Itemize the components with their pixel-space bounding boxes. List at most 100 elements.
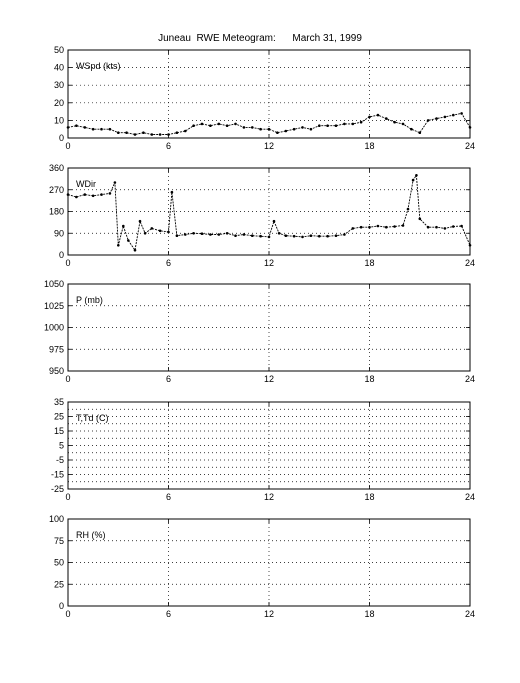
- data-point: [334, 124, 338, 127]
- y-tick-label: 5: [59, 441, 64, 451]
- data-point: [309, 127, 313, 131]
- data-point: [351, 227, 355, 230]
- x-tick-label: 0: [65, 258, 70, 268]
- data-point: [259, 234, 262, 238]
- data-point: [401, 224, 405, 227]
- data-point: [351, 122, 355, 126]
- data-point: [83, 193, 87, 196]
- y-tick-label: 360: [49, 163, 64, 173]
- data-point: [158, 133, 162, 136]
- x-tick-label: 6: [166, 141, 171, 151]
- data-point: [410, 127, 413, 131]
- data-point: [343, 122, 346, 126]
- axes-box: [67, 167, 471, 256]
- y-tick-label: -15: [51, 470, 64, 480]
- data-point: [125, 131, 128, 134]
- data-point: [284, 129, 288, 133]
- data-point: [117, 131, 120, 134]
- y-tick-label: 0: [59, 133, 64, 143]
- data-point: [452, 225, 455, 228]
- data-point: [326, 124, 329, 127]
- y-tick-label: 270: [49, 185, 64, 195]
- axes-box: [67, 49, 471, 139]
- data-point: [66, 126, 70, 129]
- data-point: [468, 126, 472, 129]
- data-point: [133, 133, 137, 136]
- x-tick-label: 6: [166, 374, 171, 384]
- data-point: [359, 120, 363, 124]
- data-point: [170, 190, 174, 194]
- data-point: [292, 234, 296, 238]
- x-tick-label: 12: [264, 492, 274, 502]
- data-point: [100, 127, 103, 131]
- data-point: [426, 225, 430, 229]
- x-tick-label: 12: [264, 374, 274, 384]
- data-point: [66, 193, 70, 196]
- chart-title: Juneau RWE Meteogram: March 31, 1999: [158, 33, 362, 44]
- data-point: [127, 239, 130, 242]
- data-point: [122, 224, 125, 228]
- data-point: [259, 127, 262, 131]
- data-point: [150, 227, 154, 230]
- data-point: [242, 233, 246, 236]
- data-point: [142, 131, 145, 134]
- x-tick-label: 18: [364, 609, 374, 619]
- data-point: [385, 225, 388, 229]
- x-tick-label: 24: [465, 374, 475, 384]
- data-point: [301, 126, 304, 129]
- data-point: [385, 117, 388, 120]
- x-tick-label: 18: [364, 141, 374, 151]
- data-point: [267, 235, 271, 239]
- y-tick-label: 15: [54, 426, 64, 436]
- x-tick-label: 12: [264, 258, 274, 268]
- x-tick-label: 12: [264, 609, 274, 619]
- data-point: [426, 119, 430, 122]
- x-tick-label: 6: [166, 258, 171, 268]
- panel-label: T,Td (C): [76, 413, 109, 423]
- data-point: [292, 127, 296, 131]
- data-point: [100, 193, 103, 196]
- x-tick-label: 18: [364, 374, 374, 384]
- data-point: [418, 131, 422, 134]
- data-point: [460, 112, 463, 115]
- data-point: [175, 131, 179, 134]
- data-point: [272, 219, 276, 223]
- y-tick-label: 75: [54, 536, 64, 546]
- data-point: [192, 124, 195, 127]
- data-point: [415, 174, 418, 177]
- data-point: [209, 233, 212, 236]
- x-tick-label: 24: [465, 141, 475, 151]
- x-tick-label: 6: [166, 609, 171, 619]
- y-tick-label: 0: [59, 250, 64, 260]
- data-point: [83, 126, 87, 129]
- data-point: [277, 232, 281, 235]
- data-point: [150, 133, 154, 136]
- y-tick-label: 90: [54, 228, 64, 238]
- y-tick-label: 975: [49, 344, 64, 354]
- data-point: [234, 234, 237, 237]
- data-point: [225, 124, 229, 127]
- y-tick-label: 10: [54, 115, 64, 125]
- data-point: [301, 235, 304, 239]
- data-point: [217, 233, 221, 236]
- data-point: [251, 126, 254, 129]
- x-tick-label: 0: [65, 141, 70, 151]
- data-point: [133, 248, 137, 252]
- x-tick-label: 0: [65, 609, 70, 619]
- data-point: [143, 232, 147, 235]
- data-point: [318, 234, 321, 238]
- data-point: [359, 225, 363, 229]
- data-point: [443, 115, 447, 119]
- x-tick-label: 6: [166, 492, 171, 502]
- y-tick-label: 50: [54, 558, 64, 568]
- y-tick-label: 100: [49, 514, 64, 524]
- y-tick-label: 20: [54, 98, 64, 108]
- data-point: [184, 233, 187, 236]
- data-point: [376, 224, 380, 228]
- x-tick-label: 24: [465, 258, 475, 268]
- data-point: [225, 232, 229, 235]
- data-point: [158, 229, 162, 233]
- data-point: [234, 122, 237, 126]
- x-tick-label: 12: [264, 141, 274, 151]
